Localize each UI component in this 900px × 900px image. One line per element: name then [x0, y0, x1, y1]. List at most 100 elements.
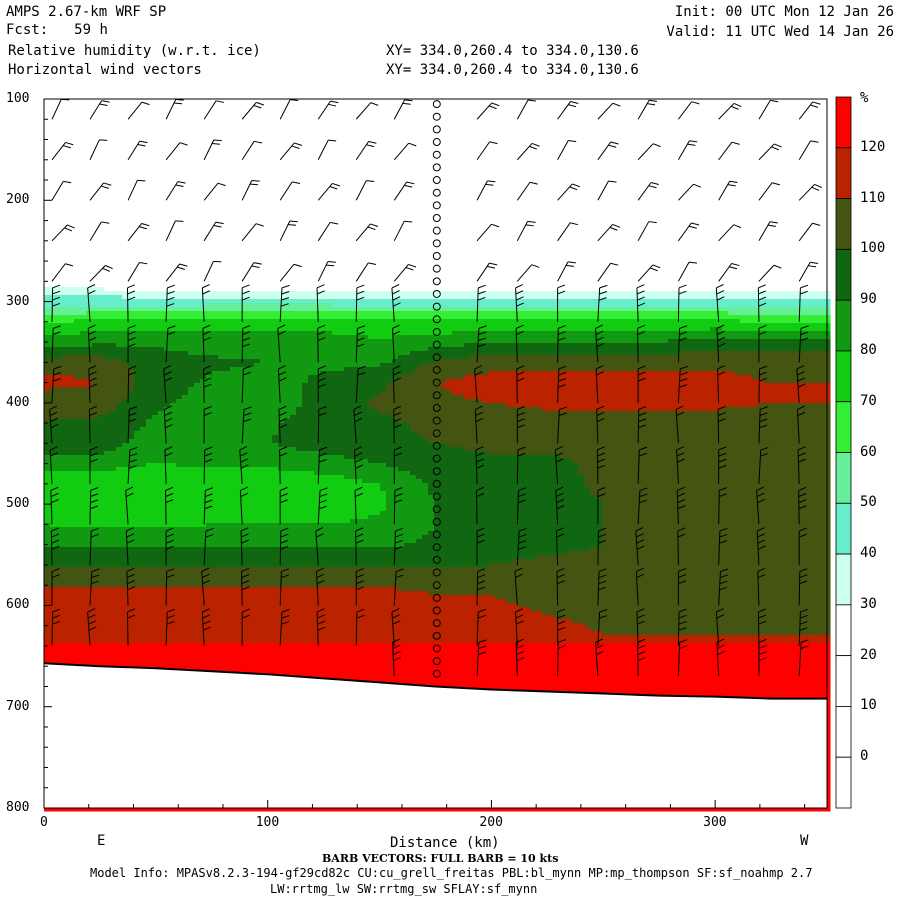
rh-cell: [188, 483, 195, 488]
rh-cell: [104, 455, 111, 460]
rh-cell: [98, 627, 105, 632]
rh-cell: [50, 523, 57, 528]
rh-cell: [200, 391, 207, 396]
rh-cell: [242, 467, 249, 472]
rh-cell: [152, 503, 159, 508]
rh-cell: [236, 423, 243, 428]
rh-cell: [266, 399, 273, 404]
rh-cell: [206, 475, 213, 480]
rh-cell: [104, 507, 111, 512]
rh-cell: [188, 547, 195, 552]
rh-cell: [50, 287, 57, 292]
rh-cell: [200, 607, 207, 612]
rh-cell: [80, 495, 87, 500]
rh-cell: [74, 339, 81, 344]
rh-cell: [260, 507, 267, 512]
rh-cell: [158, 651, 165, 656]
rh-cell: [182, 627, 189, 632]
rh-cell: [56, 367, 63, 372]
rh-cell: [74, 291, 81, 296]
rh-cell: [260, 651, 267, 656]
rh-cell: [80, 599, 87, 604]
rh-cell: [158, 347, 165, 352]
rh-cell: [62, 559, 69, 564]
rh-cell: [110, 299, 117, 304]
rh-cell: [44, 459, 51, 464]
rh-cell: [218, 603, 225, 608]
rh-cell: [158, 659, 165, 664]
rh-cell: [56, 575, 63, 580]
rh-cell: [242, 479, 249, 484]
rh-cell: [56, 615, 63, 620]
rh-cell: [44, 343, 51, 348]
rh-cell: [62, 339, 69, 344]
rh-cell: [86, 327, 93, 332]
rh-cell: [164, 551, 171, 556]
rh-cell: [218, 475, 225, 480]
rh-cell: [170, 431, 177, 436]
rh-cell: [98, 591, 105, 596]
rh-cell: [56, 639, 63, 644]
rh-cell: [260, 299, 267, 304]
rh-cell: [98, 431, 105, 436]
rh-cell: [254, 639, 261, 644]
rh-cell: [206, 587, 213, 592]
rh-cell: [242, 379, 249, 384]
rh-cell: [104, 639, 111, 644]
rh-cell: [68, 395, 75, 400]
rh-cell: [170, 663, 177, 668]
rh-cell: [224, 323, 231, 328]
rh-cell: [62, 411, 69, 416]
rh-cell: [224, 363, 231, 368]
rh-cell: [230, 391, 237, 396]
rh-cell: [236, 363, 243, 368]
rh-cell: [152, 583, 159, 588]
rh-cell: [254, 527, 261, 532]
rh-cell: [110, 663, 117, 668]
rh-cell: [104, 615, 111, 620]
rh-cell: [248, 375, 255, 380]
rh-cell: [182, 423, 189, 428]
rh-cell: [140, 595, 147, 600]
rh-cell: [266, 651, 273, 656]
rh-cell: [236, 375, 243, 380]
rh-cell: [134, 627, 141, 632]
rh-cell: [236, 511, 243, 516]
rh-cell: [248, 319, 255, 324]
rh-cell: [152, 607, 159, 612]
rh-cell: [146, 527, 153, 532]
rh-cell: [206, 655, 213, 660]
rh-cell: [104, 295, 111, 300]
rh-cell: [164, 503, 171, 508]
rh-cell: [206, 327, 213, 332]
rh-cell: [248, 515, 255, 520]
rh-cell: [140, 339, 147, 344]
rh-cell: [74, 647, 81, 652]
rh-cell: [86, 487, 93, 492]
rh-cell: [182, 435, 189, 440]
rh-cell: [218, 539, 225, 544]
rh-cell: [194, 511, 201, 516]
rh-cell: [92, 515, 99, 520]
rh-cell: [50, 807, 57, 812]
rh-cell: [140, 399, 147, 404]
rh-cell: [170, 543, 177, 548]
rh-cell: [200, 599, 207, 604]
rh-cell: [146, 411, 153, 416]
rh-cell: [212, 423, 219, 428]
rh-cell: [134, 307, 141, 312]
rh-cell: [116, 515, 123, 520]
rh-cell: [134, 323, 141, 328]
rh-cell: [266, 431, 273, 436]
rh-cell: [194, 519, 201, 524]
rh-cell: [230, 559, 237, 564]
rh-cell: [56, 439, 63, 444]
rh-cell: [164, 651, 171, 656]
rh-cell: [230, 555, 237, 560]
rh-cell: [182, 479, 189, 484]
rh-cell: [56, 555, 63, 560]
rh-cell: [260, 635, 267, 640]
rh-cell: [110, 335, 117, 340]
rh-cell: [50, 459, 57, 464]
rh-cell: [68, 595, 75, 600]
